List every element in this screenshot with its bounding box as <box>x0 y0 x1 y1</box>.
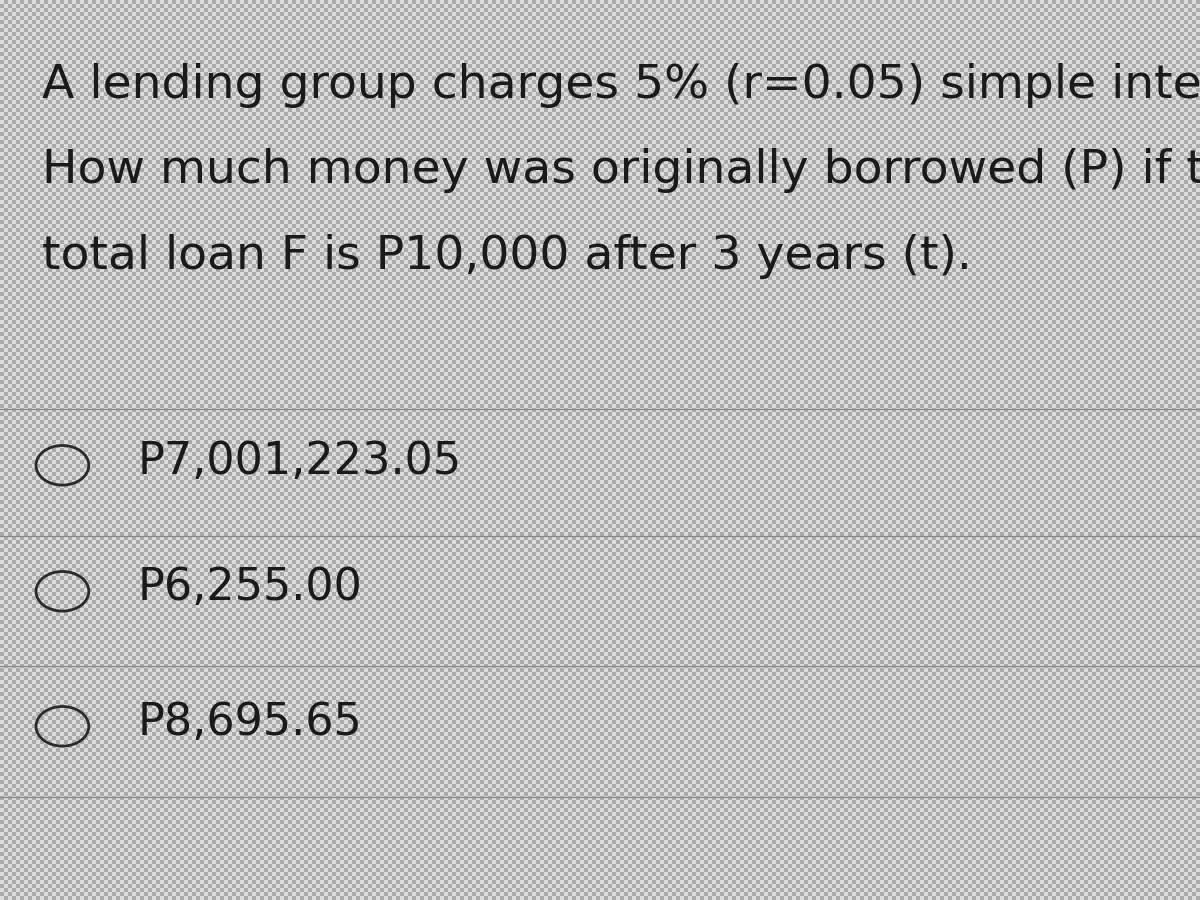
Text: P6,255.00: P6,255.00 <box>138 566 362 609</box>
Text: A lending group charges 5% (r=0.05) simple interest.: A lending group charges 5% (r=0.05) simp… <box>42 63 1200 108</box>
Text: total loan F is P10,000 after 3 years (t).: total loan F is P10,000 after 3 years (t… <box>42 234 972 279</box>
Text: P8,695.65: P8,695.65 <box>138 701 362 744</box>
Text: How much money was originally borrowed (P) if the: How much money was originally borrowed (… <box>42 148 1200 194</box>
Text: P7,001,223.05: P7,001,223.05 <box>138 440 462 483</box>
